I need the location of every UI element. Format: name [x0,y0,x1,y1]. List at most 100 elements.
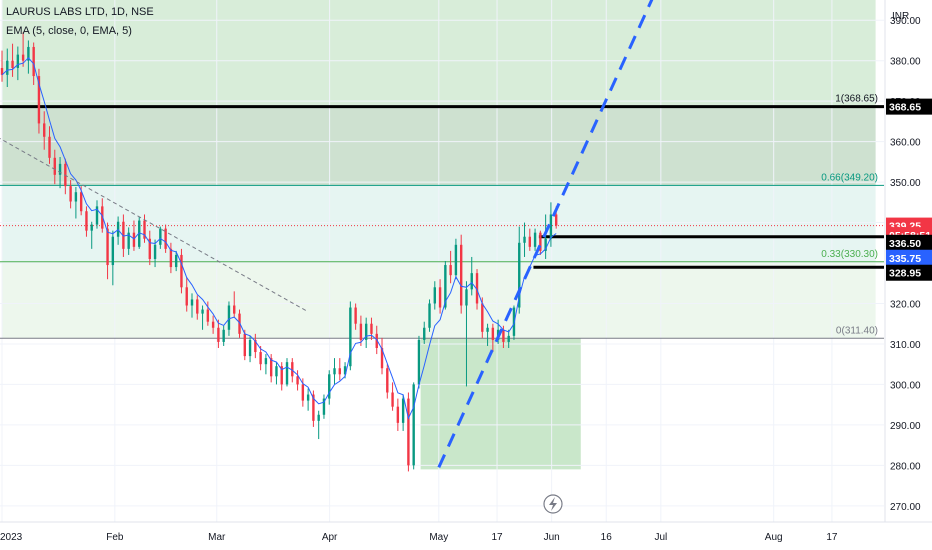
candle-body [306,394,310,401]
price-tick-label: 360.00 [890,138,921,149]
target-box [420,338,581,470]
candle-body [243,333,246,357]
gray-trend-line [0,137,309,313]
candle-body [21,54,25,61]
price-tick-label: 290.00 [890,421,921,432]
candle-body [138,220,141,247]
candle-body [391,392,394,407]
candle-body [16,54,20,68]
candle-body [159,228,162,245]
candle-body [407,398,410,466]
drawing-lines: 1(368.65) 0.66(349.20) 0.33(330.30) 0(311.4… [0,94,884,339]
fib-level-label: 0.33(330.30) [821,249,878,260]
blue-trend-line [437,0,654,468]
candle-body [48,136,51,158]
candle-body [333,368,336,375]
candle-body [11,60,14,68]
candle-body [43,123,46,137]
candle-body [190,299,194,306]
candle-body [27,46,30,61]
candle-body [296,376,299,385]
price-tick-label: 300.00 [890,380,921,391]
price-tick-label: 350.00 [890,178,921,189]
candle-body [533,232,537,247]
candle-body [164,228,167,249]
candle-body [401,398,405,423]
candle-body [32,46,35,77]
fib-level-label: 1(368.65) [835,94,878,105]
candle-body [465,289,468,306]
symbol-legend[interactable]: LAURUS LABS LTD, 1D, NSE [6,6,154,18]
candle-body [549,214,553,239]
candle-body [143,220,146,239]
time-tick-label: 16 [601,532,613,543]
candle-body [259,352,262,365]
lightning-icon[interactable] [543,494,563,514]
candle-body [95,206,99,225]
candle-body [285,362,289,385]
currency-label: INR [892,11,909,22]
candle-body [328,374,331,399]
time-axis[interactable]: 2023 Feb Mar Apr May 17 Jun 16 Jul Aug 17 [0,521,932,550]
candle-body [433,287,436,304]
candle-body [459,244,463,306]
time-tick-label: 2023 [0,532,23,543]
candle-body [354,307,357,324]
candle-body [438,287,442,308]
candle-body [148,238,151,259]
candle-body [254,339,257,353]
candle-body [6,60,9,75]
candle-body [291,362,294,377]
candle-body [481,303,484,332]
fib-level-label: 0.66(349.20) [821,172,878,183]
grid [0,0,884,522]
price-tag-bg [886,98,932,115]
candle-body [153,244,157,259]
candle-body [0,67,4,75]
fib-level-label: 0(311.40) [836,325,878,336]
candle-body [444,265,447,308]
candle-body [417,339,421,385]
candle-body [554,214,558,226]
price-tag-bg [886,249,932,266]
price-tag-bg [886,234,932,251]
ema-legend[interactable]: EMA (5, close, 0, EMA, 5) [6,25,132,37]
ema-path [1,57,557,420]
time-tick-label: Mar [208,532,226,543]
candle-body [269,358,273,377]
candle-body [454,244,458,276]
candle-body [185,287,188,306]
candle-body [248,339,252,357]
candle-body [37,76,41,124]
candle-body [423,327,426,340]
candle-body [312,394,315,421]
candle-body [523,236,526,243]
time-tick-label: Apr [322,532,338,543]
candle-body [364,323,368,340]
candle-body [58,163,62,175]
candle-body [338,368,341,375]
time-tick-label: 17 [491,532,503,543]
candle-body [106,228,109,266]
candle-body [79,192,83,212]
candle-body [264,358,268,365]
candle-body [180,254,183,288]
candle-body [502,329,505,342]
candle-body [343,366,347,375]
candle-body [233,305,236,314]
candle-body [132,232,136,247]
candle-body [201,309,204,314]
time-axis-bg [0,522,932,550]
candle-body [211,321,215,328]
candle-body [206,309,210,322]
candle-body [386,368,389,393]
time-tick-label: May [429,532,448,543]
candle-body [518,242,521,308]
candle-body [174,254,178,268]
candle-body [428,303,431,328]
candle-body [196,299,199,314]
candle-body [169,248,173,268]
